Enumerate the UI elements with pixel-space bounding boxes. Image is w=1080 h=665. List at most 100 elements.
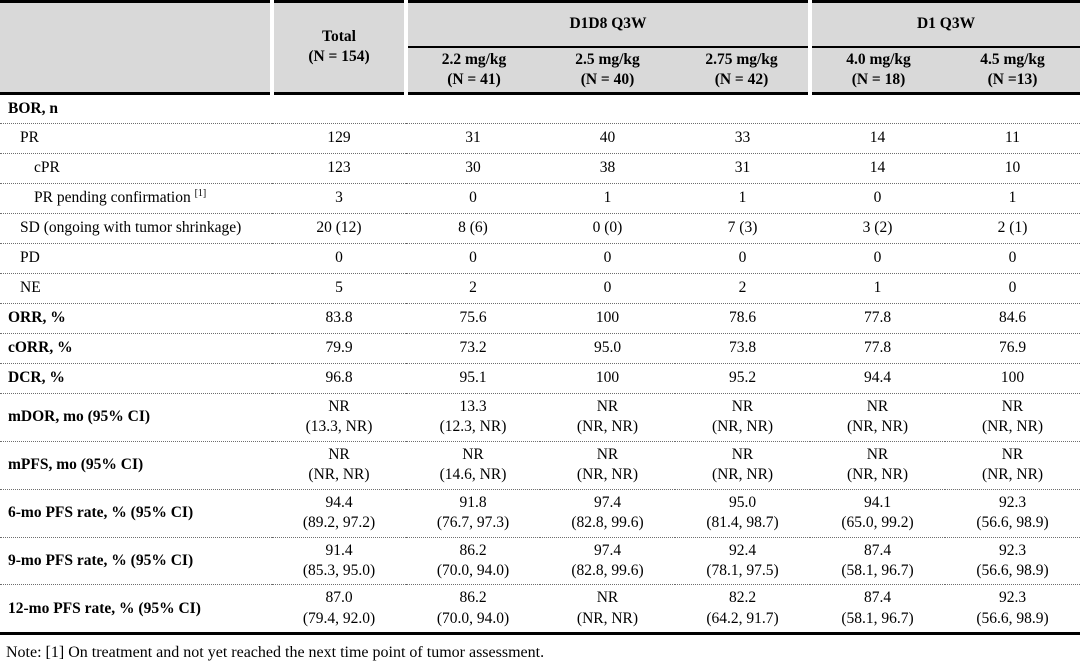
data-cell: 84.6 xyxy=(945,303,1080,334)
data-cell: 79.9 xyxy=(272,333,406,364)
data-cell xyxy=(945,93,1080,124)
table-row: 12-mo PFS rate, % (95% CI) 87.0 (79.4, 92… xyxy=(0,584,1080,636)
data-cell: NR (13.3, NR) xyxy=(272,393,406,442)
data-cell: 100 xyxy=(945,363,1080,394)
row-label-text: cORR, % xyxy=(8,339,73,357)
table-row: 6-mo PFS rate, % (95% CI) 94.4 (89.2, 97.… xyxy=(0,489,1080,538)
data-cell xyxy=(406,93,540,124)
data-cell: 92.4 (78.1, 97.5) xyxy=(675,537,811,586)
data-cell: 1 xyxy=(540,183,675,214)
data-cell: 83.8 xyxy=(272,303,406,334)
data-cell: 129 xyxy=(272,123,406,154)
table-row: cORR, % 79.9 73.2 95.0 73.8 77.8 76.9 xyxy=(0,333,1080,364)
col-header-dose-2-75: 2.75 mg/kg (N = 42) xyxy=(675,46,813,95)
data-cell xyxy=(810,93,946,124)
row-label-text: 9-mo PFS rate, % (95% CI) xyxy=(8,551,194,569)
data-cell: NR (14.6, NR) xyxy=(406,441,540,490)
table-row: cPR 123 30 38 31 14 10 xyxy=(0,153,1080,184)
data-cell: 0 xyxy=(272,243,406,274)
data-cell xyxy=(540,93,675,124)
data-cell: 77.8 xyxy=(810,303,946,334)
data-cell: 30 xyxy=(406,153,540,184)
row-label-text: ORR, % xyxy=(8,309,66,327)
data-cell: 5 xyxy=(272,273,406,304)
row-label: BOR, n xyxy=(0,93,272,124)
data-cell: 76.9 xyxy=(945,333,1080,364)
data-cell xyxy=(675,93,811,124)
row-label: 6-mo PFS rate, % (95% CI) xyxy=(0,489,272,538)
data-cell: 13.3 (12.3, NR) xyxy=(406,393,540,442)
data-cell: 3 (2) xyxy=(810,213,946,244)
row-label-text: mPFS, mo (95% CI) xyxy=(8,455,144,473)
data-cell: 75.6 xyxy=(406,303,540,334)
row-label-text: PD xyxy=(20,249,40,267)
data-cell: 92.3 (56.6, 98.9) xyxy=(945,584,1080,636)
data-cell: 87.4 (58.1, 96.7) xyxy=(810,584,946,636)
data-cell: 82.2 (64.2, 91.7) xyxy=(675,584,811,636)
data-cell: 78.6 xyxy=(675,303,811,334)
data-cell: NR (NR, NR) xyxy=(675,393,811,442)
row-label-text: 6-mo PFS rate, % (95% CI) xyxy=(8,503,194,521)
col-group-d1d8-q3w: D1D8 Q3W xyxy=(406,1,813,48)
data-cell: 73.2 xyxy=(406,333,540,364)
table-row: ORR, % 83.8 75.6 100 78.6 77.8 84.6 xyxy=(0,303,1080,334)
row-label: 12-mo PFS rate, % (95% CI) xyxy=(0,584,272,636)
data-cell xyxy=(272,93,406,124)
data-cell: NR (NR, NR) xyxy=(945,441,1080,490)
data-cell: 2 xyxy=(406,273,540,304)
data-cell: 33 xyxy=(675,123,811,154)
data-cell: 0 xyxy=(540,243,675,274)
row-label: cPR xyxy=(0,153,272,184)
row-label: cORR, % xyxy=(0,333,272,364)
header-dose-row: 2.2 mg/kg (N = 41) 2.5 mg/kg (N = 40) 2.… xyxy=(0,46,1080,95)
col-header-dose-4-0: 4.0 mg/kg (N = 18) xyxy=(810,46,946,95)
data-cell: 92.3 (56.6, 98.9) xyxy=(945,537,1080,586)
row-label-text: DCR, % xyxy=(8,369,65,387)
empty-corner-cell xyxy=(0,1,274,95)
table-row: PR 129 31 40 33 14 11 xyxy=(0,123,1080,154)
data-cell: 123 xyxy=(272,153,406,184)
data-cell: 100 xyxy=(540,303,675,334)
table-note: Note: [1] On treatment and not yet reach… xyxy=(6,644,545,662)
table-row: SD (ongoing with tumor shrinkage) 20 (12)… xyxy=(0,213,1080,244)
row-label: PR xyxy=(0,123,272,154)
data-cell: NR (NR, NR) xyxy=(540,393,675,442)
table-row: PR pending confirmation [1] 3 0 1 1 0 1 xyxy=(0,183,1080,214)
data-cell: 77.8 xyxy=(810,333,946,364)
data-cell: 95.2 xyxy=(675,363,811,394)
header-group-row: Total (N = 154) D1D8 Q3W D1 Q3W xyxy=(0,1,1080,95)
row-label-text: SD (ongoing with tumor shrinkage) xyxy=(20,219,242,237)
table-header: Total (N = 154) D1D8 Q3W D1 Q3W 2.2 mg/k… xyxy=(0,1,1080,95)
row-label-text: PR pending confirmation xyxy=(34,189,191,207)
table-row: DCR, % 96.8 95.1 100 95.2 94.4 100 xyxy=(0,363,1080,394)
data-cell: 86.2 (70.0, 94.0) xyxy=(406,584,540,636)
table-row: mPFS, mo (95% CI) NR (NR, NR) NR (14.6, NR… xyxy=(0,441,1080,490)
data-cell: NR (NR, NR) xyxy=(272,441,406,490)
data-cell: 0 xyxy=(810,243,946,274)
row-label: SD (ongoing with tumor shrinkage) xyxy=(0,213,272,244)
data-cell: 1 xyxy=(810,273,946,304)
data-cell: 31 xyxy=(675,153,811,184)
data-cell: NR (NR, NR) xyxy=(540,441,675,490)
data-cell: 94.1 (65.0, 99.2) xyxy=(810,489,946,538)
row-label: mDOR, mo (95% CI) xyxy=(0,393,272,442)
data-cell: 0 xyxy=(406,243,540,274)
row-label: mPFS, mo (95% CI) xyxy=(0,441,272,490)
data-cell: 73.8 xyxy=(675,333,811,364)
data-cell: NR (NR, NR) xyxy=(675,441,811,490)
row-label-text: 12-mo PFS rate, % (95% CI) xyxy=(8,599,201,617)
data-cell: 40 xyxy=(540,123,675,154)
col-group-d1-q3w: D1 Q3W xyxy=(810,1,1080,48)
footnote-marker: [1] xyxy=(194,187,207,199)
data-cell: 20 (12) xyxy=(272,213,406,244)
col-header-dose-2-5: 2.5 mg/kg (N = 40) xyxy=(540,46,675,95)
data-cell: 3 xyxy=(272,183,406,214)
row-label-text: PR xyxy=(20,129,39,147)
data-cell: 95.0 xyxy=(540,333,675,364)
data-cell: 0 xyxy=(810,183,946,214)
data-cell: 14 xyxy=(810,123,946,154)
col-header-dose-4-5: 4.5 mg/kg (N =13) xyxy=(945,46,1080,95)
data-cell: 8 (6) xyxy=(406,213,540,244)
data-cell: 0 xyxy=(406,183,540,214)
data-cell: 7 (3) xyxy=(675,213,811,244)
